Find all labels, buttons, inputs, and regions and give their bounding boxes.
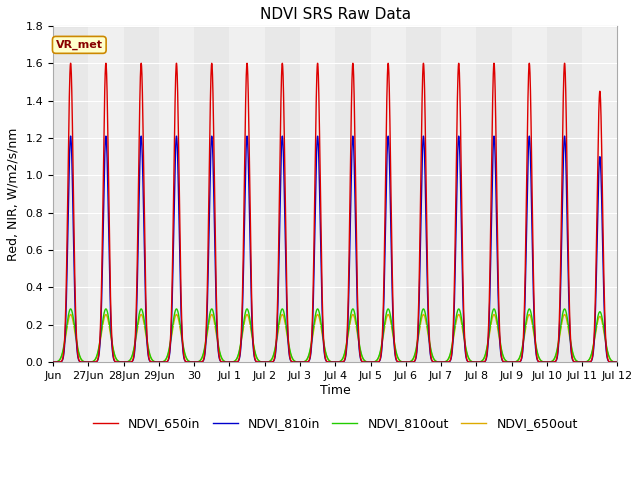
Bar bbox=[582, 26, 618, 362]
Legend: NDVI_650in, NDVI_810in, NDVI_810out, NDVI_650out: NDVI_650in, NDVI_810in, NDVI_810out, NDV… bbox=[88, 412, 583, 435]
NDVI_810out bbox=[69, 312, 77, 318]
NDVI_810out bbox=[49, 359, 57, 365]
NDVI_650in bbox=[266, 359, 274, 365]
NDVI_810out bbox=[315, 307, 323, 313]
Bar bbox=[88, 26, 124, 362]
NDVI_810out bbox=[614, 359, 621, 365]
Y-axis label: Red, NIR, W/m2/s/nm: Red, NIR, W/m2/s/nm bbox=[7, 127, 20, 261]
NDVI_810out bbox=[266, 358, 274, 364]
NDVI_650in bbox=[614, 359, 621, 365]
Bar bbox=[265, 26, 300, 362]
NDVI_650in bbox=[480, 359, 488, 365]
NDVI_810out bbox=[394, 353, 401, 359]
Bar bbox=[406, 26, 441, 362]
NDVI_810in bbox=[69, 195, 77, 201]
Title: NDVI SRS Raw Data: NDVI SRS Raw Data bbox=[260, 7, 411, 22]
NDVI_650out bbox=[49, 359, 57, 365]
NDVI_650in bbox=[394, 359, 401, 364]
Bar bbox=[300, 26, 335, 362]
NDVI_650out bbox=[69, 317, 77, 323]
NDVI_810in bbox=[49, 359, 57, 365]
Bar bbox=[371, 26, 406, 362]
NDVI_650out bbox=[614, 359, 621, 365]
NDVI_650out bbox=[378, 341, 386, 347]
NDVI_810out bbox=[480, 356, 488, 362]
Line: NDVI_810out: NDVI_810out bbox=[53, 309, 618, 362]
NDVI_650in bbox=[49, 359, 57, 365]
Bar bbox=[335, 26, 371, 362]
NDVI_650out bbox=[315, 312, 323, 318]
Line: NDVI_810in: NDVI_810in bbox=[53, 136, 618, 362]
NDVI_810in bbox=[614, 359, 621, 365]
Bar bbox=[511, 26, 547, 362]
X-axis label: Time: Time bbox=[320, 384, 351, 397]
NDVI_650in bbox=[378, 339, 386, 345]
NDVI_650out bbox=[394, 354, 401, 360]
NDVI_810out bbox=[67, 306, 74, 312]
NDVI_650in bbox=[67, 60, 74, 66]
NDVI_650out bbox=[266, 358, 274, 364]
Bar bbox=[194, 26, 229, 362]
NDVI_810in bbox=[378, 344, 386, 350]
Bar bbox=[159, 26, 194, 362]
NDVI_650in bbox=[315, 76, 323, 82]
Line: NDVI_650out: NDVI_650out bbox=[53, 314, 618, 362]
NDVI_810out bbox=[378, 339, 386, 345]
Bar bbox=[124, 26, 159, 362]
NDVI_810in bbox=[315, 145, 323, 151]
Bar bbox=[441, 26, 476, 362]
NDVI_650out bbox=[480, 356, 488, 362]
Text: VR_met: VR_met bbox=[56, 40, 103, 50]
NDVI_650in bbox=[69, 143, 77, 148]
NDVI_810in bbox=[266, 359, 274, 365]
Bar bbox=[476, 26, 511, 362]
Bar bbox=[229, 26, 265, 362]
NDVI_810in bbox=[394, 359, 401, 364]
NDVI_810in bbox=[67, 133, 74, 139]
NDVI_810in bbox=[480, 359, 488, 365]
NDVI_650out bbox=[67, 312, 74, 317]
Bar bbox=[547, 26, 582, 362]
Bar bbox=[53, 26, 88, 362]
Line: NDVI_650in: NDVI_650in bbox=[53, 63, 618, 362]
